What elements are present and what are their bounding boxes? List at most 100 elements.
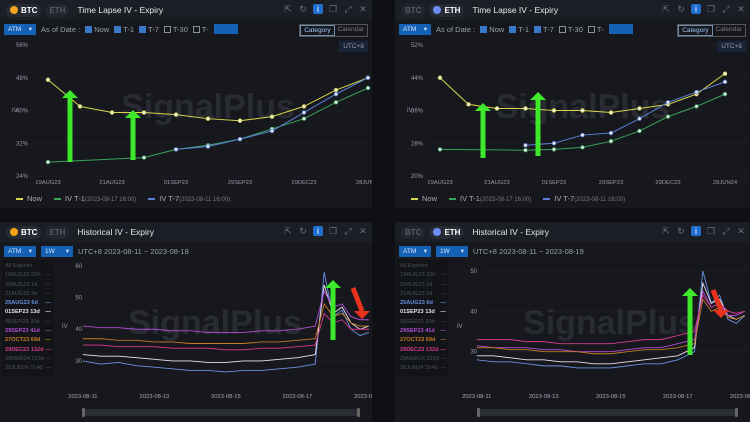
checkbox-box[interactable] [587,25,595,33]
checkbox-t-[interactable]: T- [192,25,209,34]
legend-item[interactable]: IV T-1(2023-08-17 16:00) [449,194,531,203]
expiry-item[interactable]: 08SEP23 20d — [400,318,446,327]
coin-tab-eth[interactable]: ETH [45,3,70,17]
legend-item[interactable]: IV T-1(2023-08-17 16:00) [54,194,136,203]
checkbox-box[interactable] [480,25,488,33]
legend-item[interactable]: Now [16,194,42,203]
checkbox-now[interactable]: Now [85,25,109,34]
coin-tab-eth[interactable]: ETH [429,225,465,239]
period-select[interactable]: 1W ▾ [41,245,73,257]
expiry-item[interactable]: 21AUG23 2d — [400,290,446,299]
copy-icon[interactable]: ❐ [328,226,338,236]
checkbox-box[interactable] [139,25,147,33]
expand-icon[interactable]: ⤢ [344,226,352,236]
t-days-input[interactable] [608,24,633,34]
checkbox-box[interactable] [85,25,93,33]
info-icon[interactable]: i [691,4,701,14]
expand-icon[interactable]: ⤢ [722,4,730,14]
expiry-item[interactable]: 29SEP23 41d — [400,327,446,336]
checkbox-t-7[interactable]: T-7 [534,25,554,34]
slider-handle-left[interactable] [477,408,480,417]
expiry-item[interactable]: All Expiries [400,262,446,271]
coin-tab-btc[interactable]: BTC [401,225,426,239]
expiry-item[interactable]: 27OCT23 69d — [400,336,446,345]
expiry-item[interactable]: 29DEC23 132d — [5,346,51,355]
checkbox-box[interactable] [534,25,542,33]
coin-tab-btc[interactable]: BTC [6,3,42,17]
checkbox-box[interactable] [192,25,200,33]
legend-item[interactable]: Now [411,194,437,203]
coin-tab-btc[interactable]: BTC [401,3,426,17]
refresh-icon[interactable]: ↻ [677,226,685,236]
checkbox-box[interactable] [558,25,566,33]
expiry-item[interactable]: 28JUN24 314d — [5,364,51,373]
checkbox-t-[interactable]: T- [587,25,604,34]
time-range-slider[interactable] [477,408,738,417]
close-icon[interactable]: ✕ [737,226,745,236]
close-icon[interactable]: ✕ [359,226,367,236]
close-icon[interactable]: ✕ [737,4,745,14]
external-link-icon[interactable]: ⇱ [662,226,670,236]
expiry-item[interactable]: 25AUG23 6d — [400,299,446,308]
expiry-item[interactable]: 19AUG23 22h — [400,271,446,280]
expiry-item[interactable]: 25AUG23 6d — [5,299,51,308]
view-calendar-button[interactable]: Calendar [715,26,742,33]
expand-icon[interactable]: ⤢ [344,4,352,14]
info-icon[interactable]: i [313,4,323,14]
external-link-icon[interactable]: ⇱ [662,4,670,14]
checkbox-t-1[interactable]: T-1 [114,25,134,34]
slider-handle-left[interactable] [82,408,85,417]
expiry-item[interactable]: 29MAR24 223d — [400,355,446,364]
expiry-item[interactable]: All Expiries [5,262,51,271]
expiry-item[interactable]: 01SEP23 13d — [5,308,51,317]
t-days-input[interactable] [213,24,238,34]
expiry-item[interactable]: 20AUG23 1d — [5,281,51,290]
expiry-item[interactable]: 21AUG23 3d — [5,290,51,299]
legend-item[interactable]: IV T-7(2023-08-11 16:00) [543,194,625,203]
checkbox-box[interactable] [114,25,122,33]
checkbox-t-30[interactable]: T-30 [163,25,188,34]
time-range-slider[interactable] [82,408,360,417]
coin-tab-eth[interactable]: ETH [429,3,465,17]
checkbox-box[interactable] [509,25,517,33]
refresh-icon[interactable]: ↻ [677,4,685,14]
copy-icon[interactable]: ❐ [706,4,716,14]
atm-select[interactable]: ATM ▾ [399,245,431,257]
atm-select[interactable]: ATM ▾ [399,23,431,35]
info-icon[interactable]: i [691,226,701,236]
slider-handle-right[interactable] [735,408,738,417]
expiry-item[interactable]: 27OCT23 69d — [5,336,51,345]
expiry-item[interactable]: 19AUG23 22h — [5,271,51,280]
atm-select[interactable]: ATM ▾ [4,245,36,257]
coin-tab-eth[interactable]: ETH [45,225,70,239]
external-link-icon[interactable]: ⇱ [284,226,292,236]
refresh-icon[interactable]: ↻ [299,4,307,14]
period-select[interactable]: 1W ▾ [436,245,468,257]
close-icon[interactable]: ✕ [359,4,367,14]
slider-handle-right[interactable] [357,408,360,417]
refresh-icon[interactable]: ↻ [299,226,307,236]
checkbox-now[interactable]: Now [480,25,504,34]
expiry-item[interactable]: 29MAR24 223d — [5,355,51,364]
expiry-item[interactable]: 29SEP23 41d — [5,327,51,336]
expiry-item[interactable]: 01SEP23 13d — [400,308,446,317]
checkbox-t-30[interactable]: T-30 [558,25,583,34]
expiry-item[interactable]: 28JUN24 314d — [400,364,446,373]
copy-icon[interactable]: ❐ [328,4,338,14]
coin-tab-btc[interactable]: BTC [6,225,42,239]
view-category-button[interactable]: Category [678,25,713,36]
expand-icon[interactable]: ⤢ [722,226,730,236]
view-category-button[interactable]: Category [300,25,335,36]
expiry-item[interactable]: 29DEC23 132d — [400,346,446,355]
checkbox-t-1[interactable]: T-1 [509,25,529,34]
view-calendar-button[interactable]: Calendar [337,26,364,33]
copy-icon[interactable]: ❐ [706,226,716,236]
expiry-item[interactable]: 08SEP23 20d — [5,318,51,327]
legend-item[interactable]: IV T-7(2023-08-11 16:00) [148,194,230,203]
atm-select[interactable]: ATM ▾ [4,23,36,35]
checkbox-t-7[interactable]: T-7 [139,25,159,34]
external-link-icon[interactable]: ⇱ [284,4,292,14]
info-icon[interactable]: i [313,226,323,236]
checkbox-box[interactable] [163,25,171,33]
expiry-item[interactable]: 20AUG23 1d — [400,281,446,290]
